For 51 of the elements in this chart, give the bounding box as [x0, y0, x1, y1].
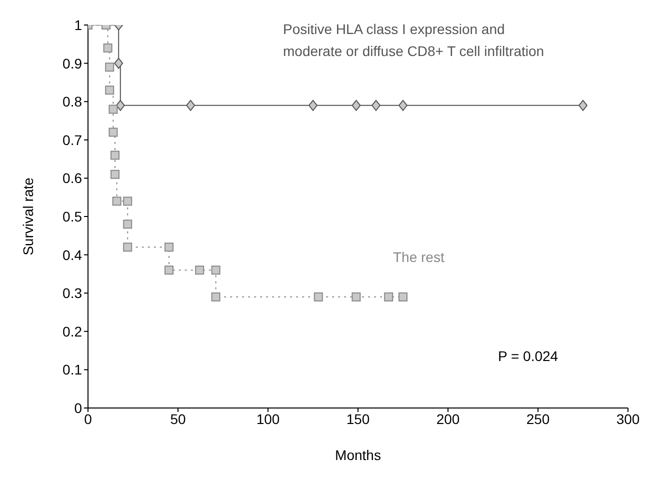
y-tick-label: 0.8 [62, 94, 82, 110]
point [186, 100, 196, 111]
y-axis-title: Survival rate [20, 177, 36, 256]
point [398, 100, 408, 111]
point [352, 100, 361, 111]
point [105, 86, 114, 95]
y-tick-label: 0.1 [62, 362, 82, 378]
point [164, 266, 174, 275]
point [211, 266, 220, 275]
point [384, 292, 394, 302]
point [195, 266, 204, 275]
point [398, 292, 408, 302]
point [116, 100, 125, 111]
text: Positive HLA class I expression and moderate or diffuse CD8+ T cell infiltration [283, 20, 546, 61]
point [114, 58, 124, 69]
point [372, 100, 380, 111]
x-tick-label: 150 [346, 410, 370, 427]
point [112, 196, 122, 206]
point [164, 242, 174, 252]
annotation: P = 0.024 [498, 348, 558, 364]
point [110, 150, 120, 160]
x-tick-label: 200 [436, 410, 460, 427]
point [123, 220, 132, 229]
x-tick-label: 50 [170, 410, 186, 427]
point [110, 170, 120, 179]
point [105, 62, 114, 72]
y-tick-label: 0.5 [62, 208, 82, 224]
x-tick-label: 250 [526, 410, 550, 427]
y-tick-label: 0.2 [62, 323, 82, 340]
point [123, 242, 132, 252]
y-tick-label: 0 [74, 400, 82, 416]
y-tick-label: 0.6 [62, 170, 82, 186]
point [108, 128, 118, 137]
point [352, 292, 361, 302]
x-tick-label: 300 [616, 410, 640, 427]
point [314, 292, 323, 302]
point [123, 196, 132, 206]
y-tick-label: 0.7 [62, 132, 82, 148]
point [108, 104, 118, 114]
x-axis-title: Months [335, 447, 381, 463]
x-tick-label: 100 [256, 410, 280, 427]
point [308, 100, 318, 111]
y-tick-label: 0.9 [62, 55, 82, 72]
point [211, 292, 220, 302]
y-tick-label: 0.3 [62, 285, 82, 302]
y-tick-label: 1 [74, 16, 82, 33]
point [578, 100, 588, 111]
point [103, 43, 112, 52]
y-tick-label: 0.4 [62, 246, 82, 263]
series-label: The rest [393, 248, 446, 267]
x-tick-label: 0 [84, 410, 92, 427]
